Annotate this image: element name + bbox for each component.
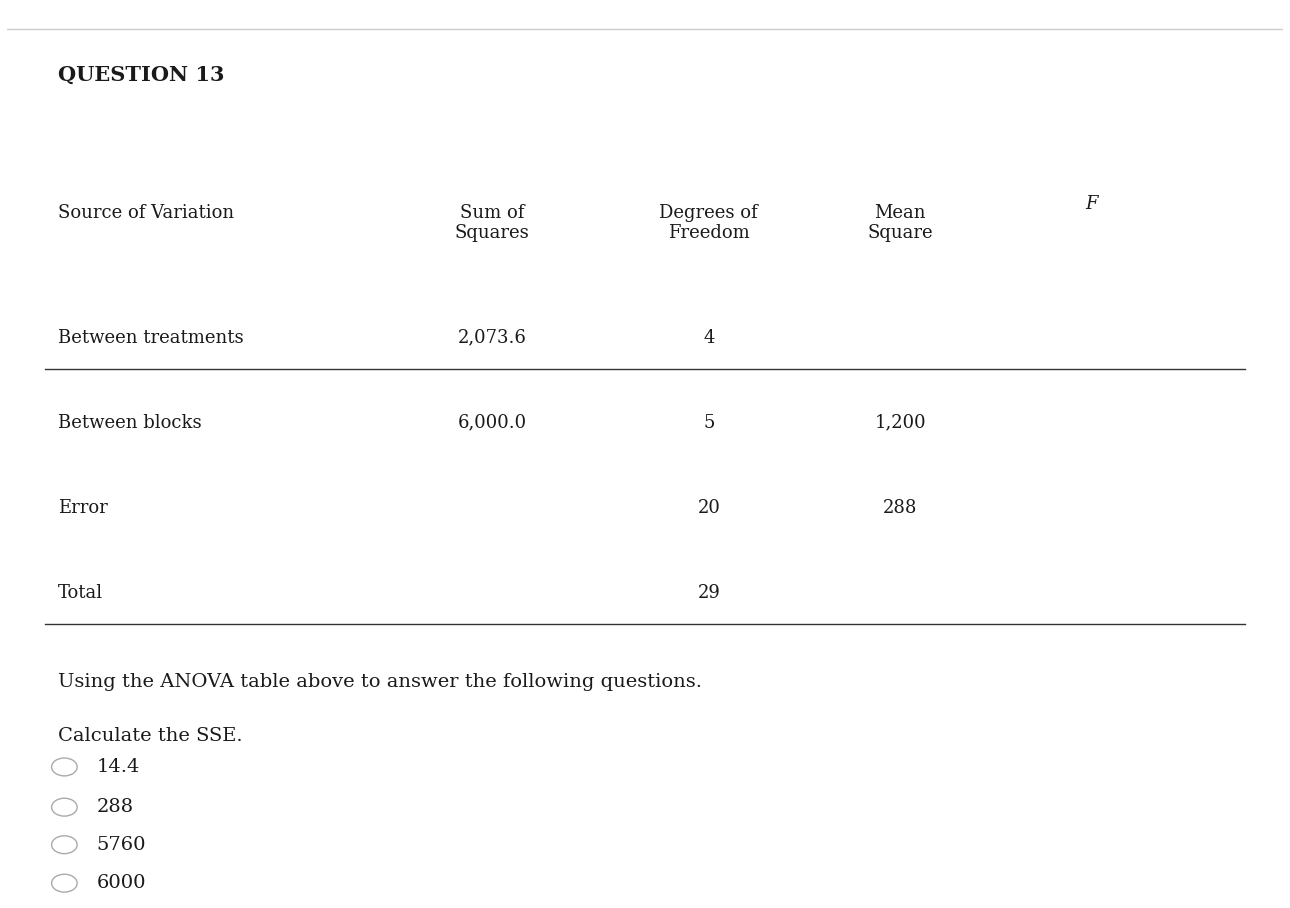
Text: QUESTION 13: QUESTION 13 [58, 65, 224, 85]
Text: 5760: 5760 [97, 835, 146, 854]
Text: Degrees of
Freedom: Degrees of Freedom [659, 203, 759, 242]
Text: 6000: 6000 [97, 874, 146, 893]
Text: 20: 20 [698, 498, 720, 517]
Text: Calculate the SSE.: Calculate the SSE. [58, 726, 243, 745]
Text: 5: 5 [703, 414, 715, 431]
Text: 2,073.6: 2,073.6 [458, 329, 526, 347]
Text: F: F [1085, 194, 1098, 212]
Text: Error: Error [58, 498, 108, 517]
Text: Sum of
Squares: Sum of Squares [454, 203, 529, 242]
Text: 4: 4 [703, 329, 715, 347]
Text: Total: Total [58, 584, 103, 602]
Text: 6,000.0: 6,000.0 [457, 414, 526, 431]
Text: Between blocks: Between blocks [58, 414, 201, 431]
Text: 14.4: 14.4 [97, 758, 139, 776]
Text: 1,200: 1,200 [875, 414, 926, 431]
Text: 288: 288 [97, 798, 133, 816]
Text: 288: 288 [884, 498, 917, 517]
Text: Mean
Square: Mean Square [867, 203, 933, 242]
Text: Between treatments: Between treatments [58, 329, 244, 347]
Text: Using the ANOVA table above to answer the following questions.: Using the ANOVA table above to answer th… [58, 673, 702, 691]
Text: 29: 29 [698, 584, 720, 602]
Text: Source of Variation: Source of Variation [58, 203, 233, 222]
